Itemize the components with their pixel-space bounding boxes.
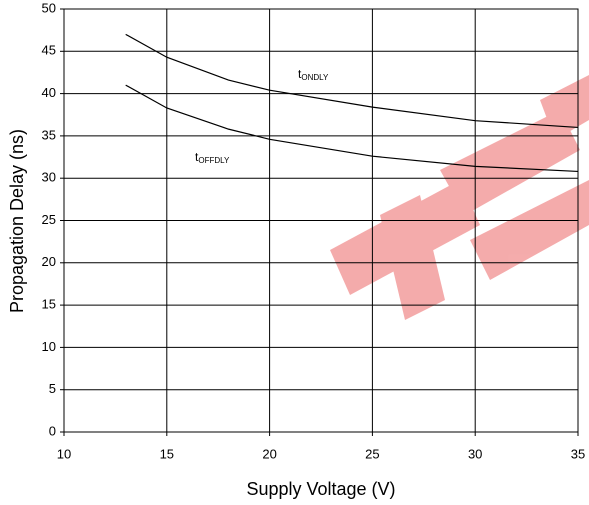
- x-tick-label: 10: [57, 446, 71, 461]
- y-tick-label: 0: [49, 423, 56, 438]
- x-tick-label: 35: [571, 446, 585, 461]
- series-label: tOFFDLY: [195, 150, 230, 165]
- x-tick-label: 25: [365, 446, 379, 461]
- plot-frame: [63, 8, 579, 433]
- series-label-sub: OFFDLY: [198, 156, 230, 165]
- y-axis-label: Propagation Delay (ns): [7, 129, 27, 313]
- watermark-shape: [330, 180, 480, 295]
- y-tick-label: 25: [42, 212, 56, 227]
- x-axis-label: Supply Voltage (V): [246, 479, 395, 499]
- watermark-shape: [380, 195, 445, 320]
- series-label-main: t: [195, 150, 199, 164]
- series-label: tONDLY: [298, 67, 329, 82]
- y-tick-label: 30: [42, 170, 56, 185]
- y-tick-label: 10: [42, 339, 56, 354]
- y-tick-label: 40: [42, 85, 56, 100]
- x-tick-label: 20: [262, 446, 276, 461]
- series-line: [125, 84, 579, 173]
- watermark-shape: [470, 180, 589, 280]
- y-tick-label: 5: [49, 381, 56, 396]
- y-tick-label: 35: [42, 127, 56, 142]
- x-tick-label: 30: [468, 446, 482, 461]
- series-line: [125, 33, 579, 129]
- watermark: [330, 75, 589, 320]
- y-tick-label: 50: [42, 0, 56, 15]
- x-tick-label: 15: [160, 446, 174, 461]
- series-label-main: t: [298, 67, 302, 81]
- series-label-sub: ONDLY: [301, 73, 329, 82]
- y-tick-label: 15: [42, 297, 56, 312]
- y-tick-label: 45: [42, 43, 56, 58]
- watermark-shape: [540, 75, 589, 140]
- y-tick-label: 20: [42, 254, 56, 269]
